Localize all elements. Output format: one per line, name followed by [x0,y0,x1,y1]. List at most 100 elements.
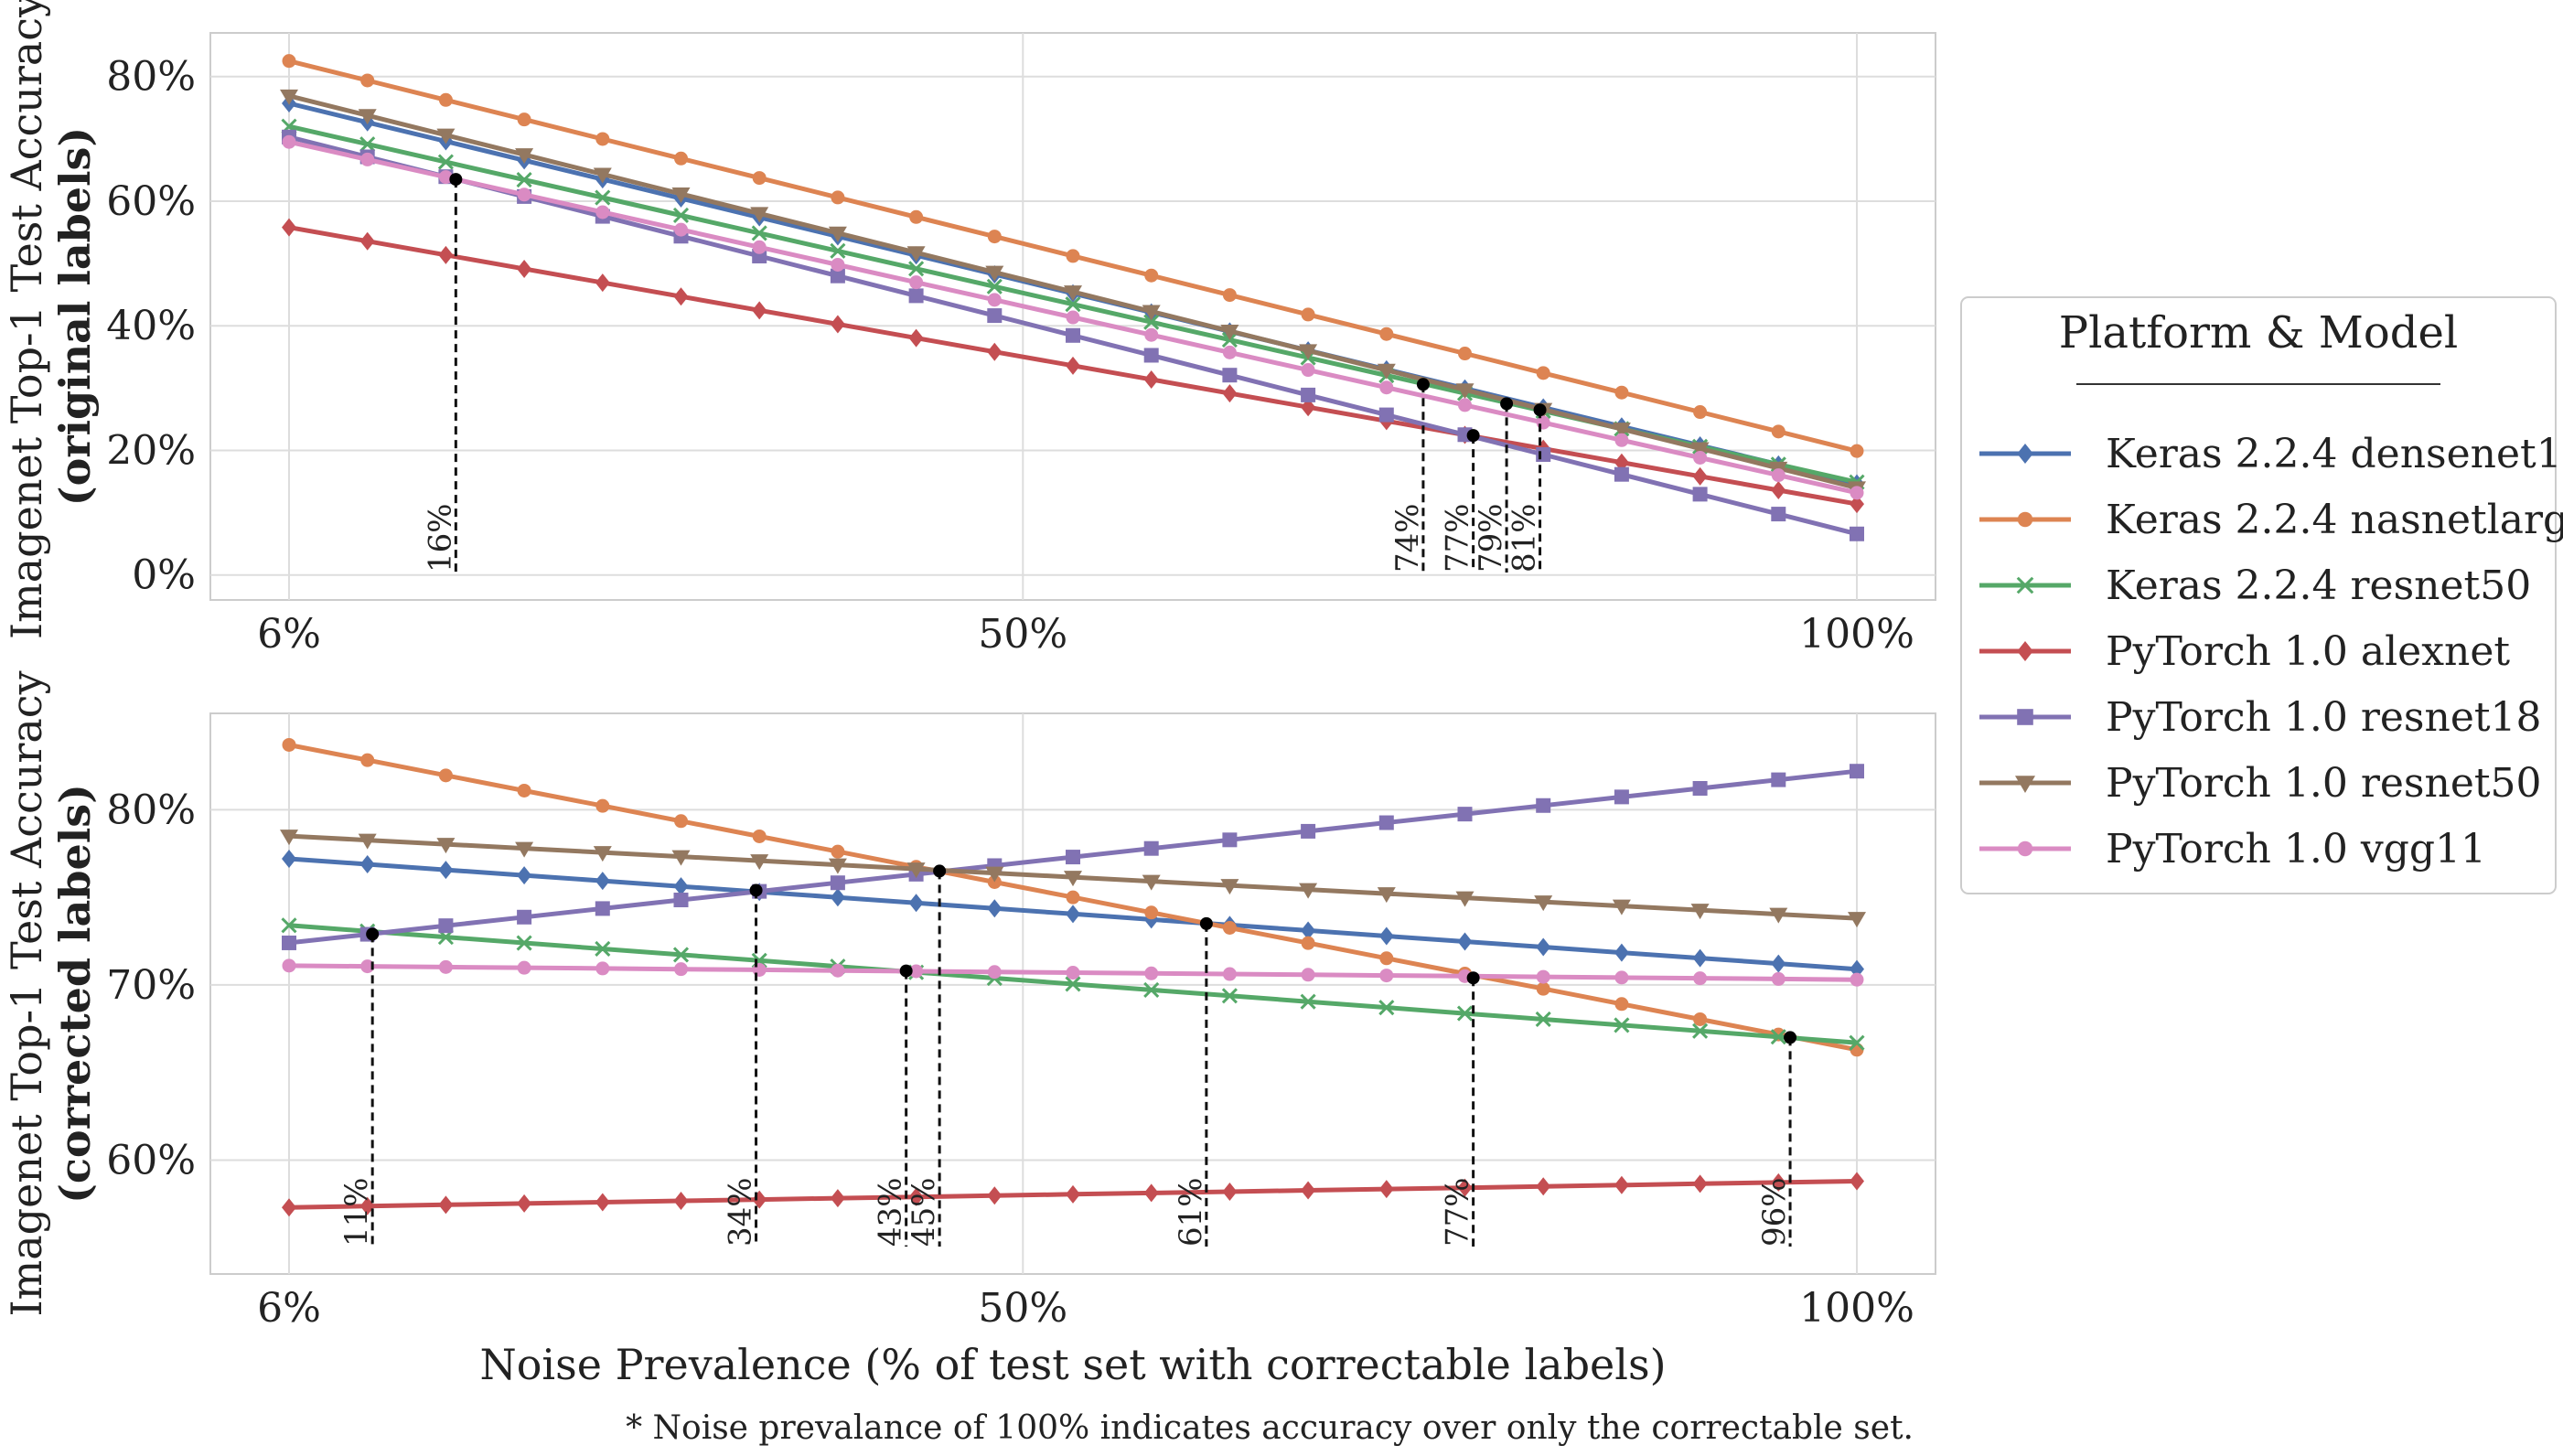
data-point [593,167,612,184]
data-point [909,275,924,290]
x-tick-label: 50% [978,611,1067,658]
data-point [1457,807,1473,822]
data-point [830,1189,845,1208]
data-point [1458,347,1472,361]
data-point [517,909,532,925]
data-point [360,959,375,974]
data-point [1536,1177,1551,1196]
legend-label: PyTorch 1.0 vgg11 [2106,826,2486,873]
data-point [436,838,456,854]
data-point [1301,307,1315,322]
data-point [436,128,456,145]
data-point [751,225,767,241]
series-pytorch-1-0-alexnet [282,218,1864,514]
data-point [908,328,924,348]
data-point [1771,424,1786,439]
data-point [517,187,531,202]
data-point [1614,1175,1629,1194]
legend-swatch-marker [2017,444,2033,464]
data-point [909,209,924,224]
data-point [752,171,767,186]
data-point [517,112,531,127]
data-point [1143,314,1160,330]
legend-item: Keras 2.2.4 nasnetlarge [1979,497,2563,543]
data-point [1534,895,1553,912]
data-point [908,894,924,913]
data-point [1066,310,1080,325]
data-point [1536,366,1550,380]
data-point [1614,466,1629,482]
y-axis-label: Imagenet Top-1 Test Accuracy [2,670,51,1316]
data-point [1693,971,1708,986]
data-point [1066,1184,1080,1204]
data-point [909,964,924,979]
data-point [282,1198,296,1217]
crossing-label: 45% [906,1177,942,1247]
data-point [1850,526,1864,541]
crossing-annotation: 61% [1173,916,1213,1247]
data-point [360,73,375,88]
top-panel-original-labels: 6% 50% 100% 0% 20% 40% 60% 80% Imagenet Top-1 Te… [2,0,1936,658]
data-point [1220,879,1239,895]
data-point [831,190,845,205]
data-point [1769,907,1788,924]
y-tick-label: 40% [106,303,196,349]
data-point [1771,468,1786,483]
crossing-annotation: 96% [1756,1031,1797,1247]
data-point [1377,887,1396,904]
data-point [1771,772,1786,787]
data-point [1222,832,1238,848]
data-point [1692,1174,1708,1194]
data-point [1692,466,1708,486]
data-point [1457,932,1473,951]
data-point [438,959,453,974]
data-point [1848,912,1866,928]
data-point [595,132,610,146]
data-point [1379,951,1394,966]
data-point [437,154,454,170]
data-point [595,798,610,813]
legend-item: PyTorch 1.0 resnet50 [1979,760,2542,807]
data-point [671,850,691,866]
legend-swatch-marker [2017,641,2033,661]
data-point [1143,981,1160,998]
data-point [1144,327,1159,342]
data-point [1536,981,1550,996]
data-point [1301,921,1316,940]
data-point [1693,1012,1708,1026]
data-point [1065,976,1081,992]
data-point [672,207,690,224]
series-keras-2-2-4-nasnetlarge [282,737,1864,1057]
data-point [752,240,767,254]
data-point [281,917,297,934]
data-point [1378,926,1394,946]
legend-label: PyTorch 1.0 resnet18 [2106,694,2542,741]
data-point [1064,871,1082,887]
crossing-annotation: 79% [1473,397,1514,573]
data-point [1378,407,1394,423]
data-point [674,814,688,829]
data-point [987,965,1002,980]
data-point [1378,1000,1395,1016]
data-point [595,872,610,891]
data-point [1222,345,1237,359]
data-point [1301,398,1316,417]
crossing-point [1784,1031,1797,1044]
data-point [674,962,688,977]
data-point [1614,385,1629,400]
data-point [1066,905,1080,924]
data-point [1301,936,1315,950]
data-point [1064,285,1082,302]
data-point [1850,764,1864,779]
crossing-annotation: 11% [338,927,380,1247]
data-point [517,259,532,278]
data-point [1455,891,1475,907]
data-point [1693,450,1708,465]
data-point [752,962,767,977]
legend-title: Platform & Model [2059,307,2458,359]
data-point [673,1192,689,1211]
data-point [595,961,610,976]
legend-item: PyTorch 1.0 alexnet [1979,628,2510,675]
crossing-annotation: 77% [1440,429,1480,573]
data-point [359,855,375,874]
